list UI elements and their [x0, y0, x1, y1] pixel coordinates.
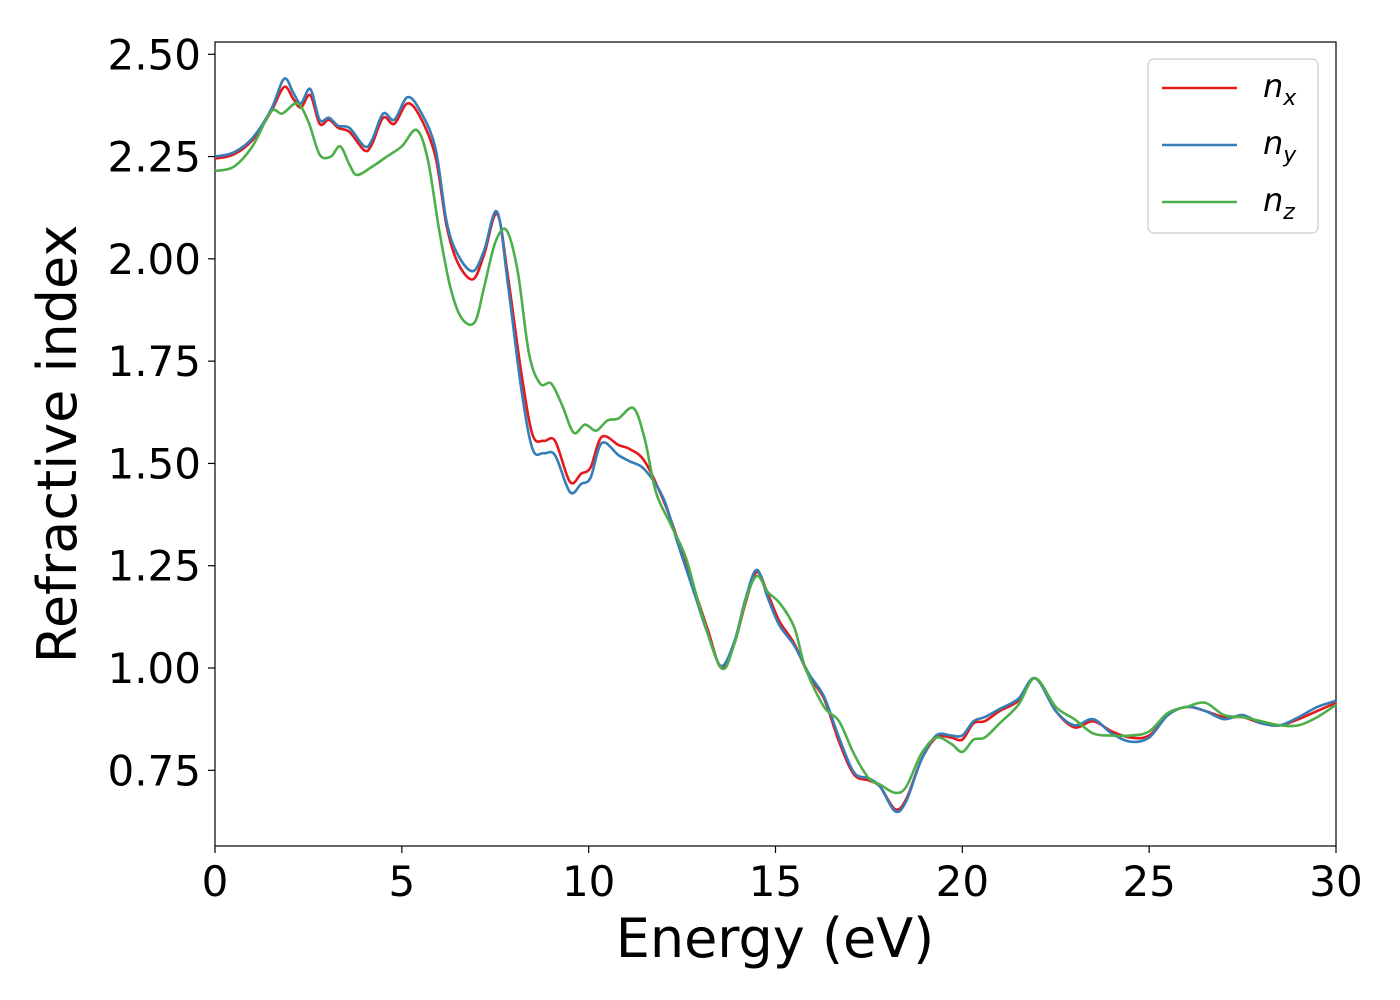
legend-label-nz: nz [1263, 181, 1295, 225]
x-tick-label: 10 [562, 857, 615, 906]
y-tick-label: 2.00 [107, 235, 201, 284]
x-tick-label: 30 [1309, 857, 1362, 906]
y-tick-label: 2.50 [107, 30, 201, 79]
legend-label-nx: nx [1263, 67, 1297, 111]
legend-label-ny: ny [1263, 124, 1297, 168]
y-tick-label: 0.75 [107, 746, 201, 795]
y-axis-title: Refractive index [26, 225, 89, 664]
x-tick-label: 0 [202, 857, 229, 906]
y-tick-label: 1.50 [107, 439, 201, 488]
y-axis-ticks: 0.75 1.00 1.25 1.50 1.75 2.00 2.25 2.50 [107, 30, 215, 795]
x-axis-title: Energy (eV) [616, 907, 935, 970]
legend: nx ny nz [1147, 58, 1319, 234]
x-tick-label: 20 [936, 857, 989, 906]
series-lines [214, 77, 1337, 814]
x-tick-label: 15 [749, 857, 802, 906]
x-tick-label: 5 [388, 857, 415, 906]
x-tick-label: 25 [1122, 857, 1175, 906]
y-tick-label: 1.25 [107, 542, 201, 591]
y-tick-label: 1.00 [107, 644, 201, 693]
series-line-nz [214, 102, 1337, 795]
x-axis-ticks: 0 5 10 15 20 25 30 [202, 846, 1363, 906]
y-tick-label: 2.25 [107, 133, 201, 182]
y-tick-label: 1.75 [107, 337, 201, 386]
